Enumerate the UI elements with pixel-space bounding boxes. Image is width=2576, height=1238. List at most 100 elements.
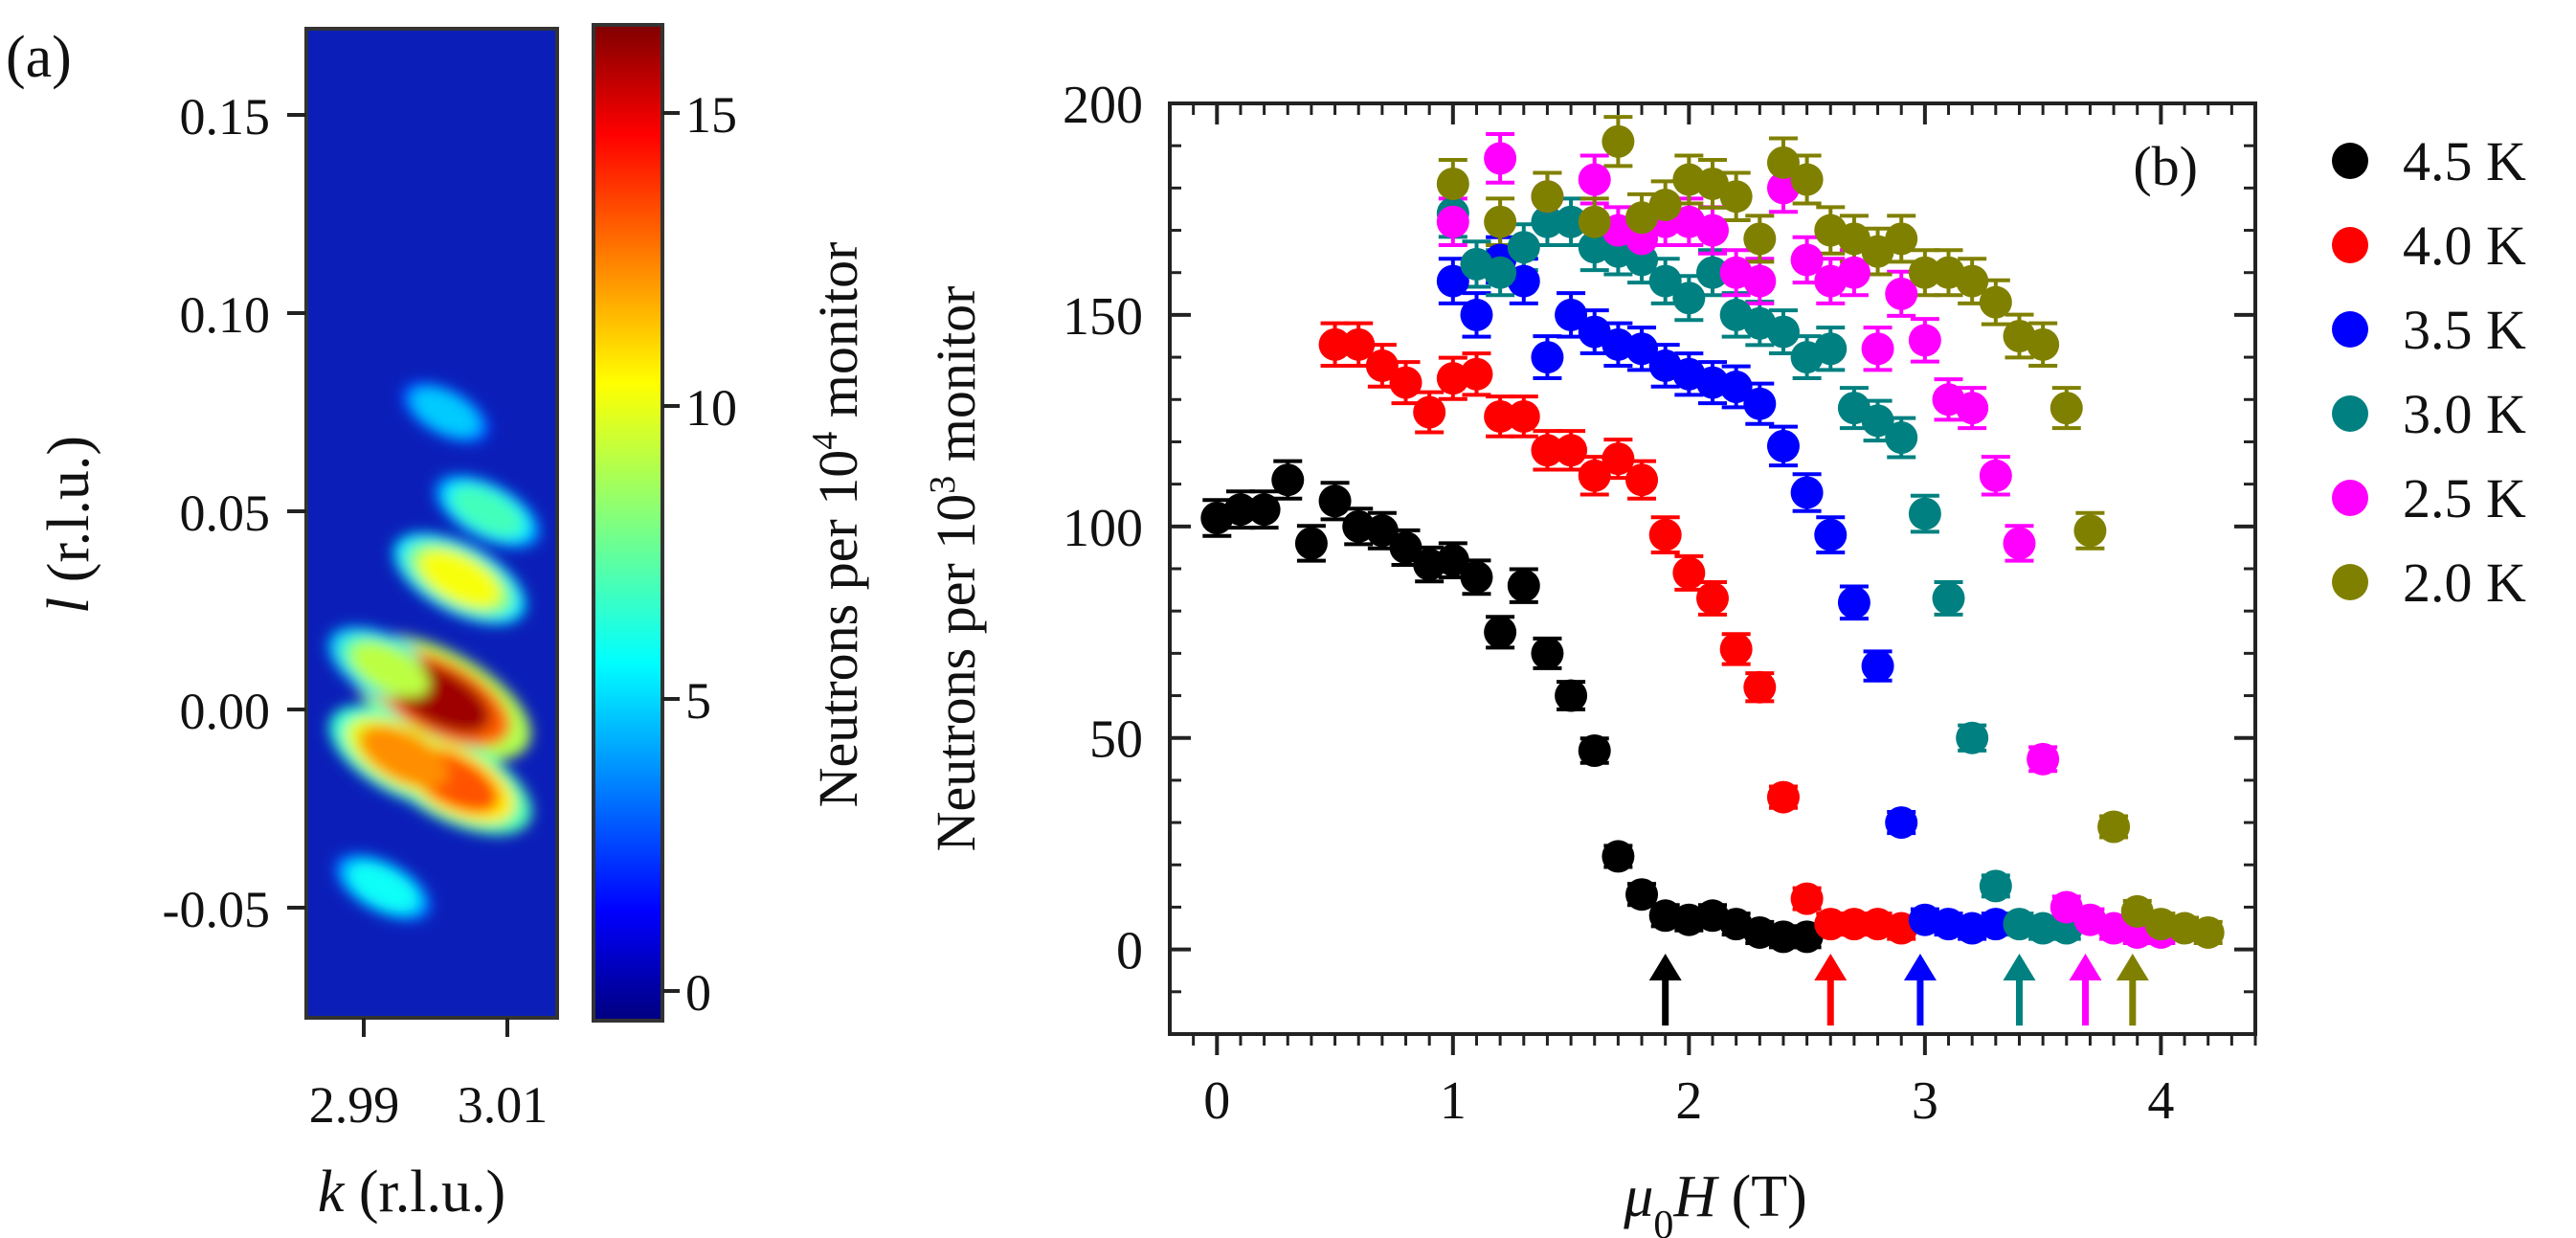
legend-marker (2332, 311, 2368, 348)
colorbar-gradient (594, 25, 662, 1021)
y-axis-symbol: l (36, 597, 101, 614)
colorbar-frame (592, 23, 664, 1023)
x-label-sub: 0 (1653, 1204, 1673, 1238)
colorbar-tick-label: 5 (685, 672, 711, 730)
data-point (1484, 399, 1517, 433)
data-point (1956, 392, 1989, 425)
data-point (1979, 285, 2012, 319)
data-point (1484, 205, 1517, 238)
colorbar-tick-label: 10 (685, 379, 737, 437)
data-point (1885, 421, 1918, 455)
data-point (1766, 429, 1800, 462)
data-point (1578, 205, 1611, 238)
data-point (1294, 527, 1328, 560)
scatter-y-axis-label: Neutrons per 103 monitor (923, 286, 987, 852)
x-label-H: H (1672, 1164, 1719, 1229)
legend-marker (2332, 143, 2368, 179)
panel-a-heatmap: (a) 0.15 0.10 0.05 0.00 -0.05 l (r.l.u.)… (6, 23, 869, 1225)
data-point (1578, 459, 1611, 492)
y-tick-label: 100 (1063, 499, 1143, 558)
colorbar-label-base: Neutrons per 10 (807, 450, 869, 808)
data-point (1766, 315, 1800, 349)
data-point (2097, 810, 2131, 844)
data-point (1578, 733, 1611, 767)
data-point (1223, 493, 1257, 527)
legend-marker (2332, 227, 2368, 263)
data-point (1979, 869, 2012, 903)
data-point (1790, 163, 1824, 196)
data-point (1814, 332, 1848, 366)
heatmap-y-axis: 0.15 0.10 0.05 0.00 -0.05 (163, 88, 306, 938)
data-point (1625, 332, 1659, 366)
data-point (1531, 341, 1564, 374)
data-point (1696, 214, 1729, 247)
data-point (1365, 514, 1399, 548)
y-tick-label: 0.10 (180, 286, 271, 344)
data-point (1507, 399, 1540, 433)
data-point (1578, 163, 1611, 196)
colorbar: 0 5 10 15 Neutrons per 104 monitor (592, 23, 869, 1023)
data-point (1648, 264, 1682, 298)
data-point (1389, 530, 1422, 564)
legend-label: 2.5 K (2403, 467, 2526, 529)
data-point (1389, 366, 1422, 399)
data-point (1436, 544, 1469, 577)
y-tick-label: 50 (1089, 710, 1143, 770)
x-tick-label: 1 (1440, 1071, 1467, 1131)
legend-label: 2.0 K (2403, 551, 2526, 614)
data-point (1531, 434, 1564, 467)
data-point (1484, 256, 1517, 289)
data-point (1460, 560, 1493, 594)
data-point (1766, 780, 1800, 814)
data-point (1719, 632, 1753, 665)
data-point (1507, 569, 1540, 602)
data-point (1625, 463, 1659, 497)
data-point (1814, 518, 1848, 551)
data-point (1885, 277, 1918, 310)
data-point (1908, 324, 1941, 357)
data-point (1766, 920, 1800, 954)
legend-label: 3.5 K (2403, 299, 2526, 361)
data-point (2027, 912, 2060, 945)
data-point (1507, 231, 1540, 264)
data-point (1719, 371, 1753, 404)
data-point (1436, 167, 1469, 200)
data-point (1555, 298, 1588, 331)
data-point (1979, 459, 2012, 492)
legend-label: 4.0 K (2403, 214, 2526, 277)
data-point (1413, 395, 1446, 429)
y-label-exponent: 3 (923, 476, 963, 494)
data-point (2003, 527, 2036, 560)
data-point (1271, 463, 1305, 497)
data-point (1766, 146, 1800, 179)
data-point (1956, 721, 1989, 754)
data-point (1837, 586, 1870, 619)
legend: 4.5 K 4.0 K 3.5 K 3.0 K 2.5 K 2.0 K (2332, 130, 2526, 614)
data-point (1625, 878, 1659, 912)
data-point (1318, 484, 1352, 518)
legend-label: 3.0 K (2403, 383, 2526, 445)
x-label-mu: μ (1623, 1164, 1653, 1229)
data-point (1247, 493, 1281, 527)
heatmap-hotspot (418, 550, 502, 608)
colorbar-tick-label: 0 (685, 964, 711, 1022)
data-point (1555, 205, 1588, 238)
data-point (1460, 298, 1493, 331)
y-tick-label: 0.15 (180, 88, 271, 146)
panel-a-label: (a) (6, 25, 72, 90)
x-label-unit: (T) (1716, 1164, 1807, 1229)
data-point (1648, 518, 1682, 551)
data-point (1484, 142, 1517, 175)
data-point (1531, 205, 1564, 238)
heatmap-intensity-layer (327, 381, 541, 922)
data-point (1719, 180, 1753, 214)
heatmap-frame (304, 27, 559, 1020)
data-point (1743, 387, 1777, 420)
y-tick-label: 0.05 (180, 484, 271, 542)
heatmap-x-axis: 2.99 3.01 (309, 1018, 548, 1134)
heatmap-hotspot (350, 642, 430, 698)
x-axis-unit: (r.l.u.) (344, 1159, 505, 1225)
transition-arrow-head (1903, 954, 1937, 981)
y-tick-label: 0 (1116, 922, 1143, 981)
data-point (1484, 616, 1517, 649)
